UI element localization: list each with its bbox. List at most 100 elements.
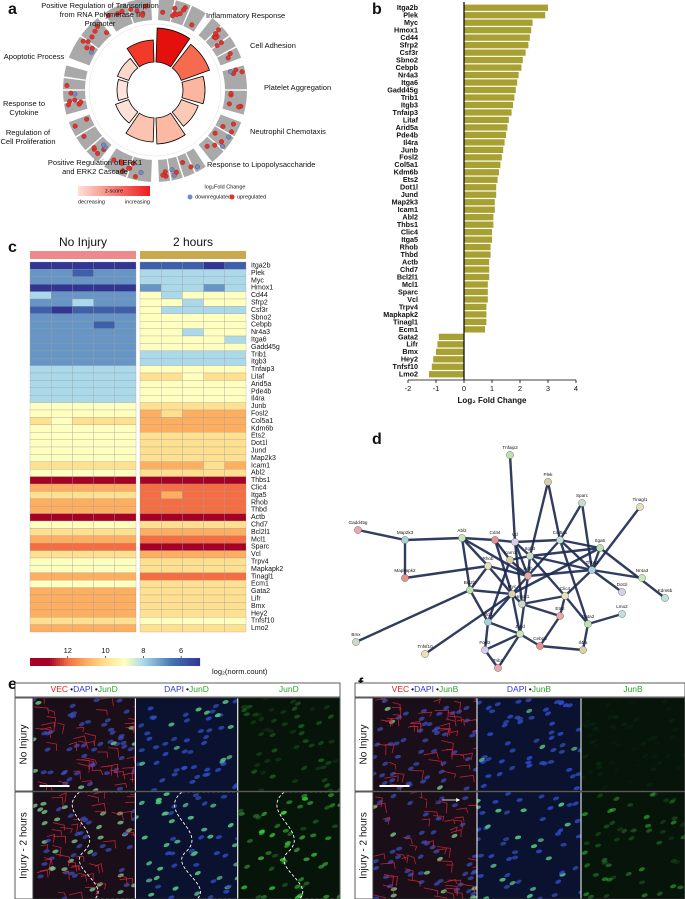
nucleus: [440, 778, 447, 783]
nucleus: [646, 828, 653, 833]
nucleus: [303, 881, 310, 886]
row-label: Thbd: [251, 507, 267, 514]
category-label: Pde4b: [396, 130, 418, 139]
junction: [92, 769, 104, 776]
nucleus: [613, 796, 620, 801]
nucleus: [601, 860, 608, 865]
gene-dot: [227, 51, 233, 57]
nucleus: [80, 743, 87, 748]
header-token: JunB: [532, 684, 552, 694]
category-label: Litaf: [403, 115, 419, 124]
heatmap-cell: [182, 594, 204, 603]
nucleus: [256, 712, 263, 718]
heatmap-cell: [72, 432, 94, 440]
heatmap-cell: [224, 409, 247, 418]
nucleus: [400, 737, 407, 743]
nucleus: [297, 804, 304, 809]
heatmap-cell: [51, 528, 73, 536]
category-label: Ecm1: [399, 325, 418, 334]
gene-dot: [92, 28, 98, 34]
nucleus: [241, 704, 248, 709]
heatmap-cell: [29, 350, 52, 359]
row-label: Itga6: [251, 337, 267, 344]
nucleus: [605, 702, 612, 707]
gene-dot: [111, 157, 117, 163]
nucleus: [174, 839, 181, 844]
heatmap-cell: [224, 594, 247, 603]
gene-dot: [233, 67, 239, 73]
junction: [442, 770, 457, 779]
go-term-label: from RNA Polymerase II: [60, 10, 140, 19]
heatmap-cell: [51, 284, 73, 292]
network-edge: [461, 536, 496, 542]
go-ring-segment: [86, 136, 112, 162]
heatmap-cell: [139, 609, 162, 618]
nucleus: [336, 894, 340, 899]
heatmap-cell: [29, 594, 52, 603]
heatmap-cell: [161, 402, 183, 411]
nucleus: [668, 836, 675, 841]
heatmap-cell: [29, 454, 52, 462]
heatmap-cell: [72, 358, 94, 366]
nucleus: [451, 803, 459, 808]
heatmap-cell: [139, 350, 162, 359]
nucleus: [389, 849, 396, 854]
nucleus: [533, 738, 540, 743]
nucleus: [564, 822, 571, 827]
nucleus: [44, 838, 52, 843]
category-label: Gadd45g: [387, 85, 418, 94]
row-label: No Injury: [359, 724, 370, 764]
heatmap-cell: [72, 372, 94, 381]
heatmap-cell: [139, 380, 162, 388]
heatmap-cell: [29, 609, 52, 618]
heatmap-cell: [114, 417, 137, 425]
heatmap-cell: [161, 550, 183, 559]
network-node: [524, 572, 532, 580]
category-label: Gata2: [398, 332, 418, 341]
gene-dot: [72, 123, 78, 129]
column-header: JunB: [623, 684, 643, 694]
colorbar-step: [192, 658, 195, 666]
nucleus: [466, 888, 472, 894]
row-label: Mapkapk2: [251, 566, 283, 573]
colorbar-step: [130, 658, 133, 666]
network-node-label: Thbs1: [586, 560, 599, 565]
heatmap-cell: [203, 358, 225, 366]
nucleus: [558, 749, 566, 754]
nucleus: [389, 771, 397, 777]
nucleus: [329, 803, 336, 808]
heatmap-cell: [139, 291, 162, 300]
junction: [73, 770, 81, 780]
nucleus: [201, 801, 208, 806]
heatmap-cell: [93, 395, 115, 403]
heatmap-cell: [139, 432, 162, 440]
junction: [108, 747, 120, 758]
nucleus: [87, 849, 94, 855]
nucleus: [621, 722, 628, 727]
colorbar-step: [104, 658, 107, 666]
nucleus: [268, 866, 275, 871]
heatmap-cell: [224, 476, 247, 485]
heatmap-cell: [139, 572, 162, 581]
heatmap-cell: [224, 513, 247, 522]
category-label: Sparc: [398, 287, 418, 296]
nucleus: [207, 895, 214, 899]
header-token: JunB: [623, 684, 643, 694]
nucleus: [227, 725, 234, 729]
junction: [46, 716, 56, 728]
colorbar-step: [78, 658, 81, 666]
network-node: [401, 536, 409, 544]
nucleus: [633, 717, 640, 722]
nucleus: [395, 854, 402, 860]
nucleus: [138, 723, 145, 728]
zscore-bar: [125, 112, 155, 143]
header-token: VEC: [392, 684, 409, 694]
nucleus: [187, 815, 194, 820]
heatmap-cell: [114, 617, 137, 625]
heatmap-cell: [139, 617, 162, 625]
heatmap-cell: [203, 269, 225, 277]
nucleus: [131, 741, 135, 746]
heatmap-cell: [51, 358, 73, 366]
network-node: [526, 552, 534, 560]
heatmap-cell: [182, 276, 204, 285]
